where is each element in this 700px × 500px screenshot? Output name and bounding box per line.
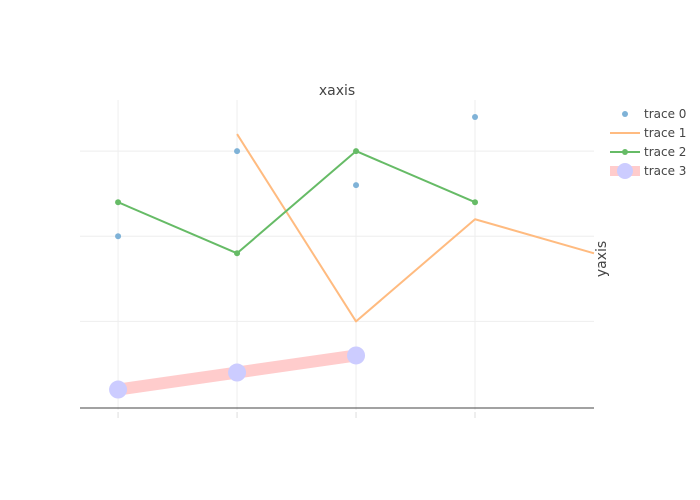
- plot-traces: [109, 114, 595, 399]
- series-trace-0: [115, 114, 479, 240]
- data-point: [472, 199, 479, 206]
- series-trace-3: [109, 346, 366, 399]
- data-point: [353, 148, 360, 155]
- legend-label: trace 2: [644, 145, 686, 159]
- legend-label: trace 1: [644, 126, 686, 140]
- series-line: [236, 133, 595, 323]
- legend-marker-swatch: [617, 163, 633, 179]
- legend: trace 0 trace 1 trace 2 trace 3: [610, 107, 686, 179]
- x-axis-zeroline: [80, 407, 594, 418]
- legend-item: trace 3: [610, 163, 686, 179]
- data-point: [234, 148, 241, 155]
- legend-label: trace 0: [644, 107, 686, 121]
- y-axis-title: yaxis: [594, 241, 610, 277]
- series-line: [117, 150, 476, 255]
- data-point: [347, 346, 366, 365]
- legend-item: trace 2: [610, 145, 686, 159]
- series-trace-1: [236, 133, 595, 323]
- data-point: [228, 363, 247, 382]
- data-point: [234, 250, 241, 257]
- data-point: [109, 380, 128, 399]
- data-point: [115, 233, 122, 240]
- series-trace-2: [115, 148, 479, 257]
- data-point: [353, 182, 360, 189]
- data-point: [115, 199, 122, 206]
- x-axis-title: xaxis: [319, 83, 355, 99]
- data-point: [472, 114, 479, 121]
- legend-label: trace 3: [644, 164, 686, 178]
- legend-marker-swatch: [622, 111, 628, 117]
- legend-item: trace 0: [622, 107, 686, 121]
- legend-marker-swatch: [622, 149, 628, 155]
- legend-item: trace 1: [610, 126, 686, 140]
